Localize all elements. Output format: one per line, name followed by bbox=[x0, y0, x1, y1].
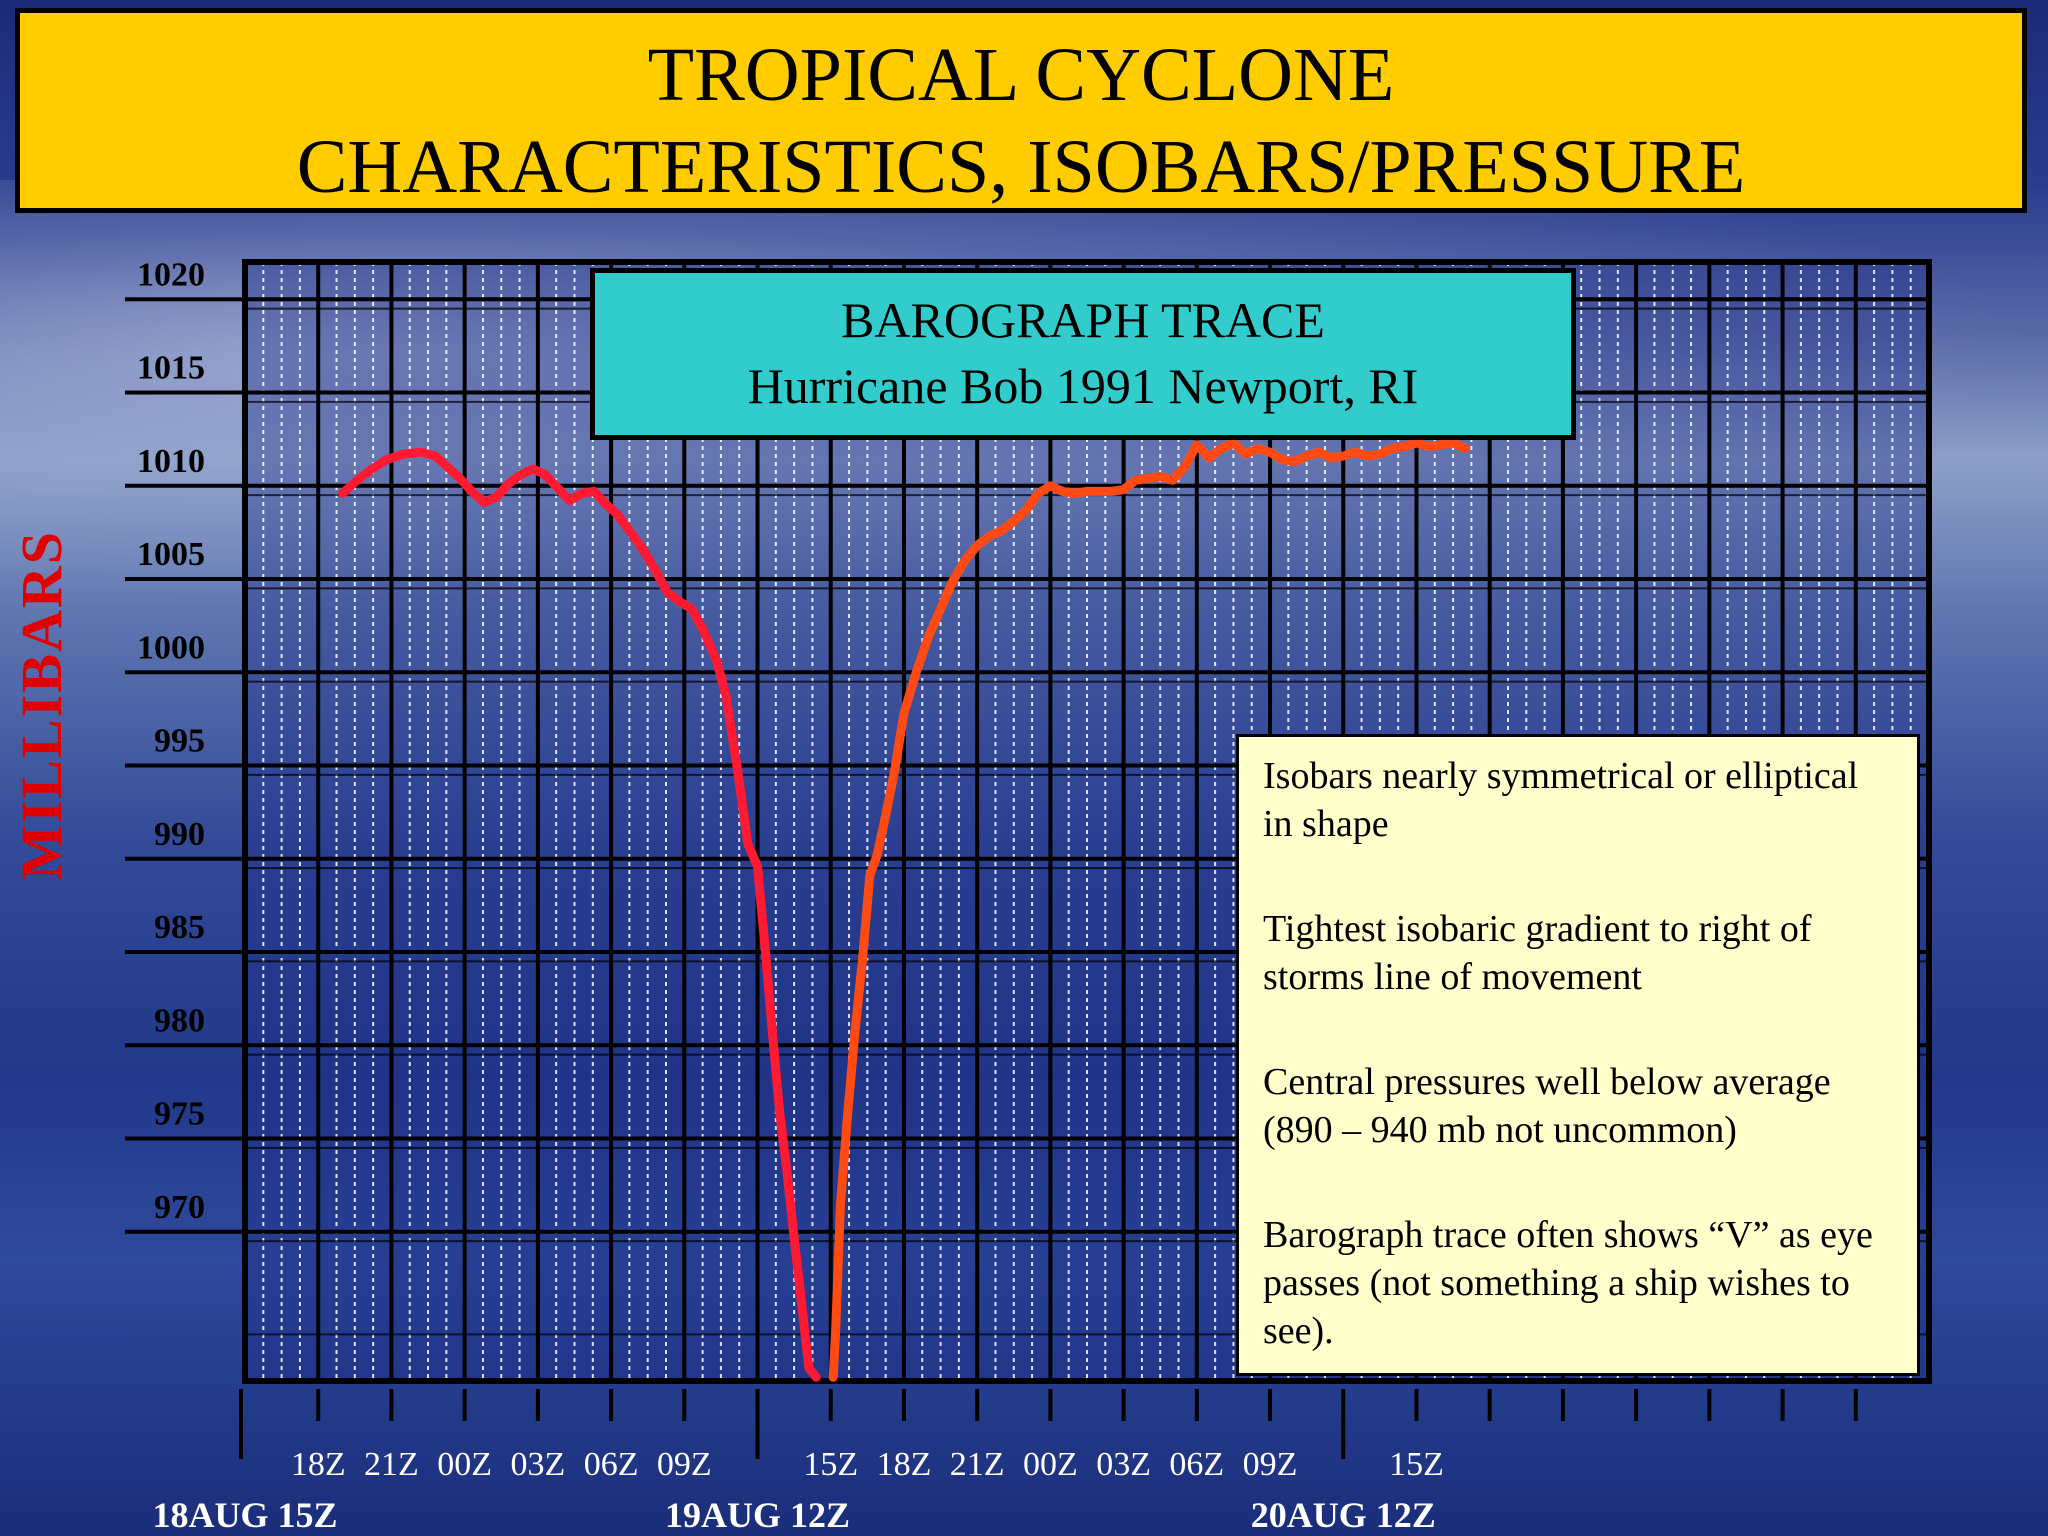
pressure-traces bbox=[338, 438, 1470, 1382]
x-tick-label: 09Z bbox=[657, 1446, 712, 1483]
note-item: Barograph trace often shows “V” as eye p… bbox=[1263, 1214, 1873, 1352]
chart-title: BAROGRAPH TRACE bbox=[841, 292, 1325, 348]
pressure-trace-rising bbox=[828, 438, 1470, 1382]
y-tick-label: 980 bbox=[154, 1002, 205, 1039]
x-tick-label: 15Z bbox=[1389, 1446, 1444, 1483]
pressure-trace-falling bbox=[338, 447, 821, 1382]
y-tick-label: 990 bbox=[154, 816, 205, 853]
x-tick-label: 00Z bbox=[1023, 1446, 1078, 1483]
y-tick-label: 1020 bbox=[137, 256, 205, 293]
x-tick-label: 09Z bbox=[1243, 1446, 1298, 1483]
y-tick-label: 1015 bbox=[137, 350, 205, 387]
y-tick-label: 970 bbox=[154, 1189, 205, 1226]
x-date-label: 20AUG 12Z bbox=[1251, 1495, 1436, 1535]
notes-box: Isobars nearly symmetrical or elliptical… bbox=[1236, 734, 1920, 1376]
note-item: Central pressures well below average (89… bbox=[1263, 1061, 1831, 1151]
x-axis: 18Z 21Z 00Z 03Z 06Z 09Z 15Z 18Z 21Z 00Z 03Z 06Z 09Z 1… bbox=[152, 1389, 1858, 1535]
x-tick-label: 21Z bbox=[950, 1446, 1005, 1483]
x-tick-label: 06Z bbox=[584, 1446, 639, 1483]
x-date-label: 19AUG 12Z bbox=[665, 1495, 850, 1535]
x-tick-label: 06Z bbox=[1169, 1446, 1224, 1483]
y-tick-label: 1000 bbox=[137, 629, 205, 666]
slide-title-line2: CHARACTERISTICS, ISOBARS/PRESSURE bbox=[296, 125, 1746, 209]
y-tick-label: 1005 bbox=[137, 536, 205, 573]
chart-title-box: BAROGRAPH TRACE Hurricane Bob 1991 Newpo… bbox=[590, 268, 1576, 440]
x-tick-label: 03Z bbox=[1096, 1446, 1151, 1483]
x-tick-label: 18Z bbox=[877, 1446, 932, 1483]
y-tick-label: 995 bbox=[154, 723, 205, 760]
x-date-label: 18AUG 15Z bbox=[152, 1495, 337, 1535]
chart-subtitle: Hurricane Bob 1991 Newport, RI bbox=[747, 358, 1419, 414]
y-axis-ticks: 1020 1015 1010 1005 1000 995 990 985 980 975 970 bbox=[137, 256, 205, 1226]
note-item: Isobars nearly symmetrical or elliptical… bbox=[1263, 755, 1859, 845]
x-tick-label: 15Z bbox=[803, 1446, 858, 1483]
slide-title-line1: TROPICAL CYCLONE bbox=[647, 33, 1395, 117]
slide-title: TROPICAL CYCLONE CHARACTERISTICS, ISOBAR… bbox=[15, 8, 2027, 213]
x-tick-label: 00Z bbox=[437, 1446, 492, 1483]
plot-frame bbox=[242, 259, 1932, 1384]
y-tick-label: 1010 bbox=[137, 443, 205, 480]
y-tick-label: 975 bbox=[154, 1096, 205, 1133]
x-tick-label: 03Z bbox=[510, 1446, 565, 1483]
note-item: Tightest isobaric gradient to right of s… bbox=[1263, 908, 1812, 998]
x-tick-label: 18Z bbox=[291, 1446, 346, 1483]
x-tick-label: 21Z bbox=[364, 1446, 419, 1483]
y-tick-label: 985 bbox=[154, 909, 205, 946]
